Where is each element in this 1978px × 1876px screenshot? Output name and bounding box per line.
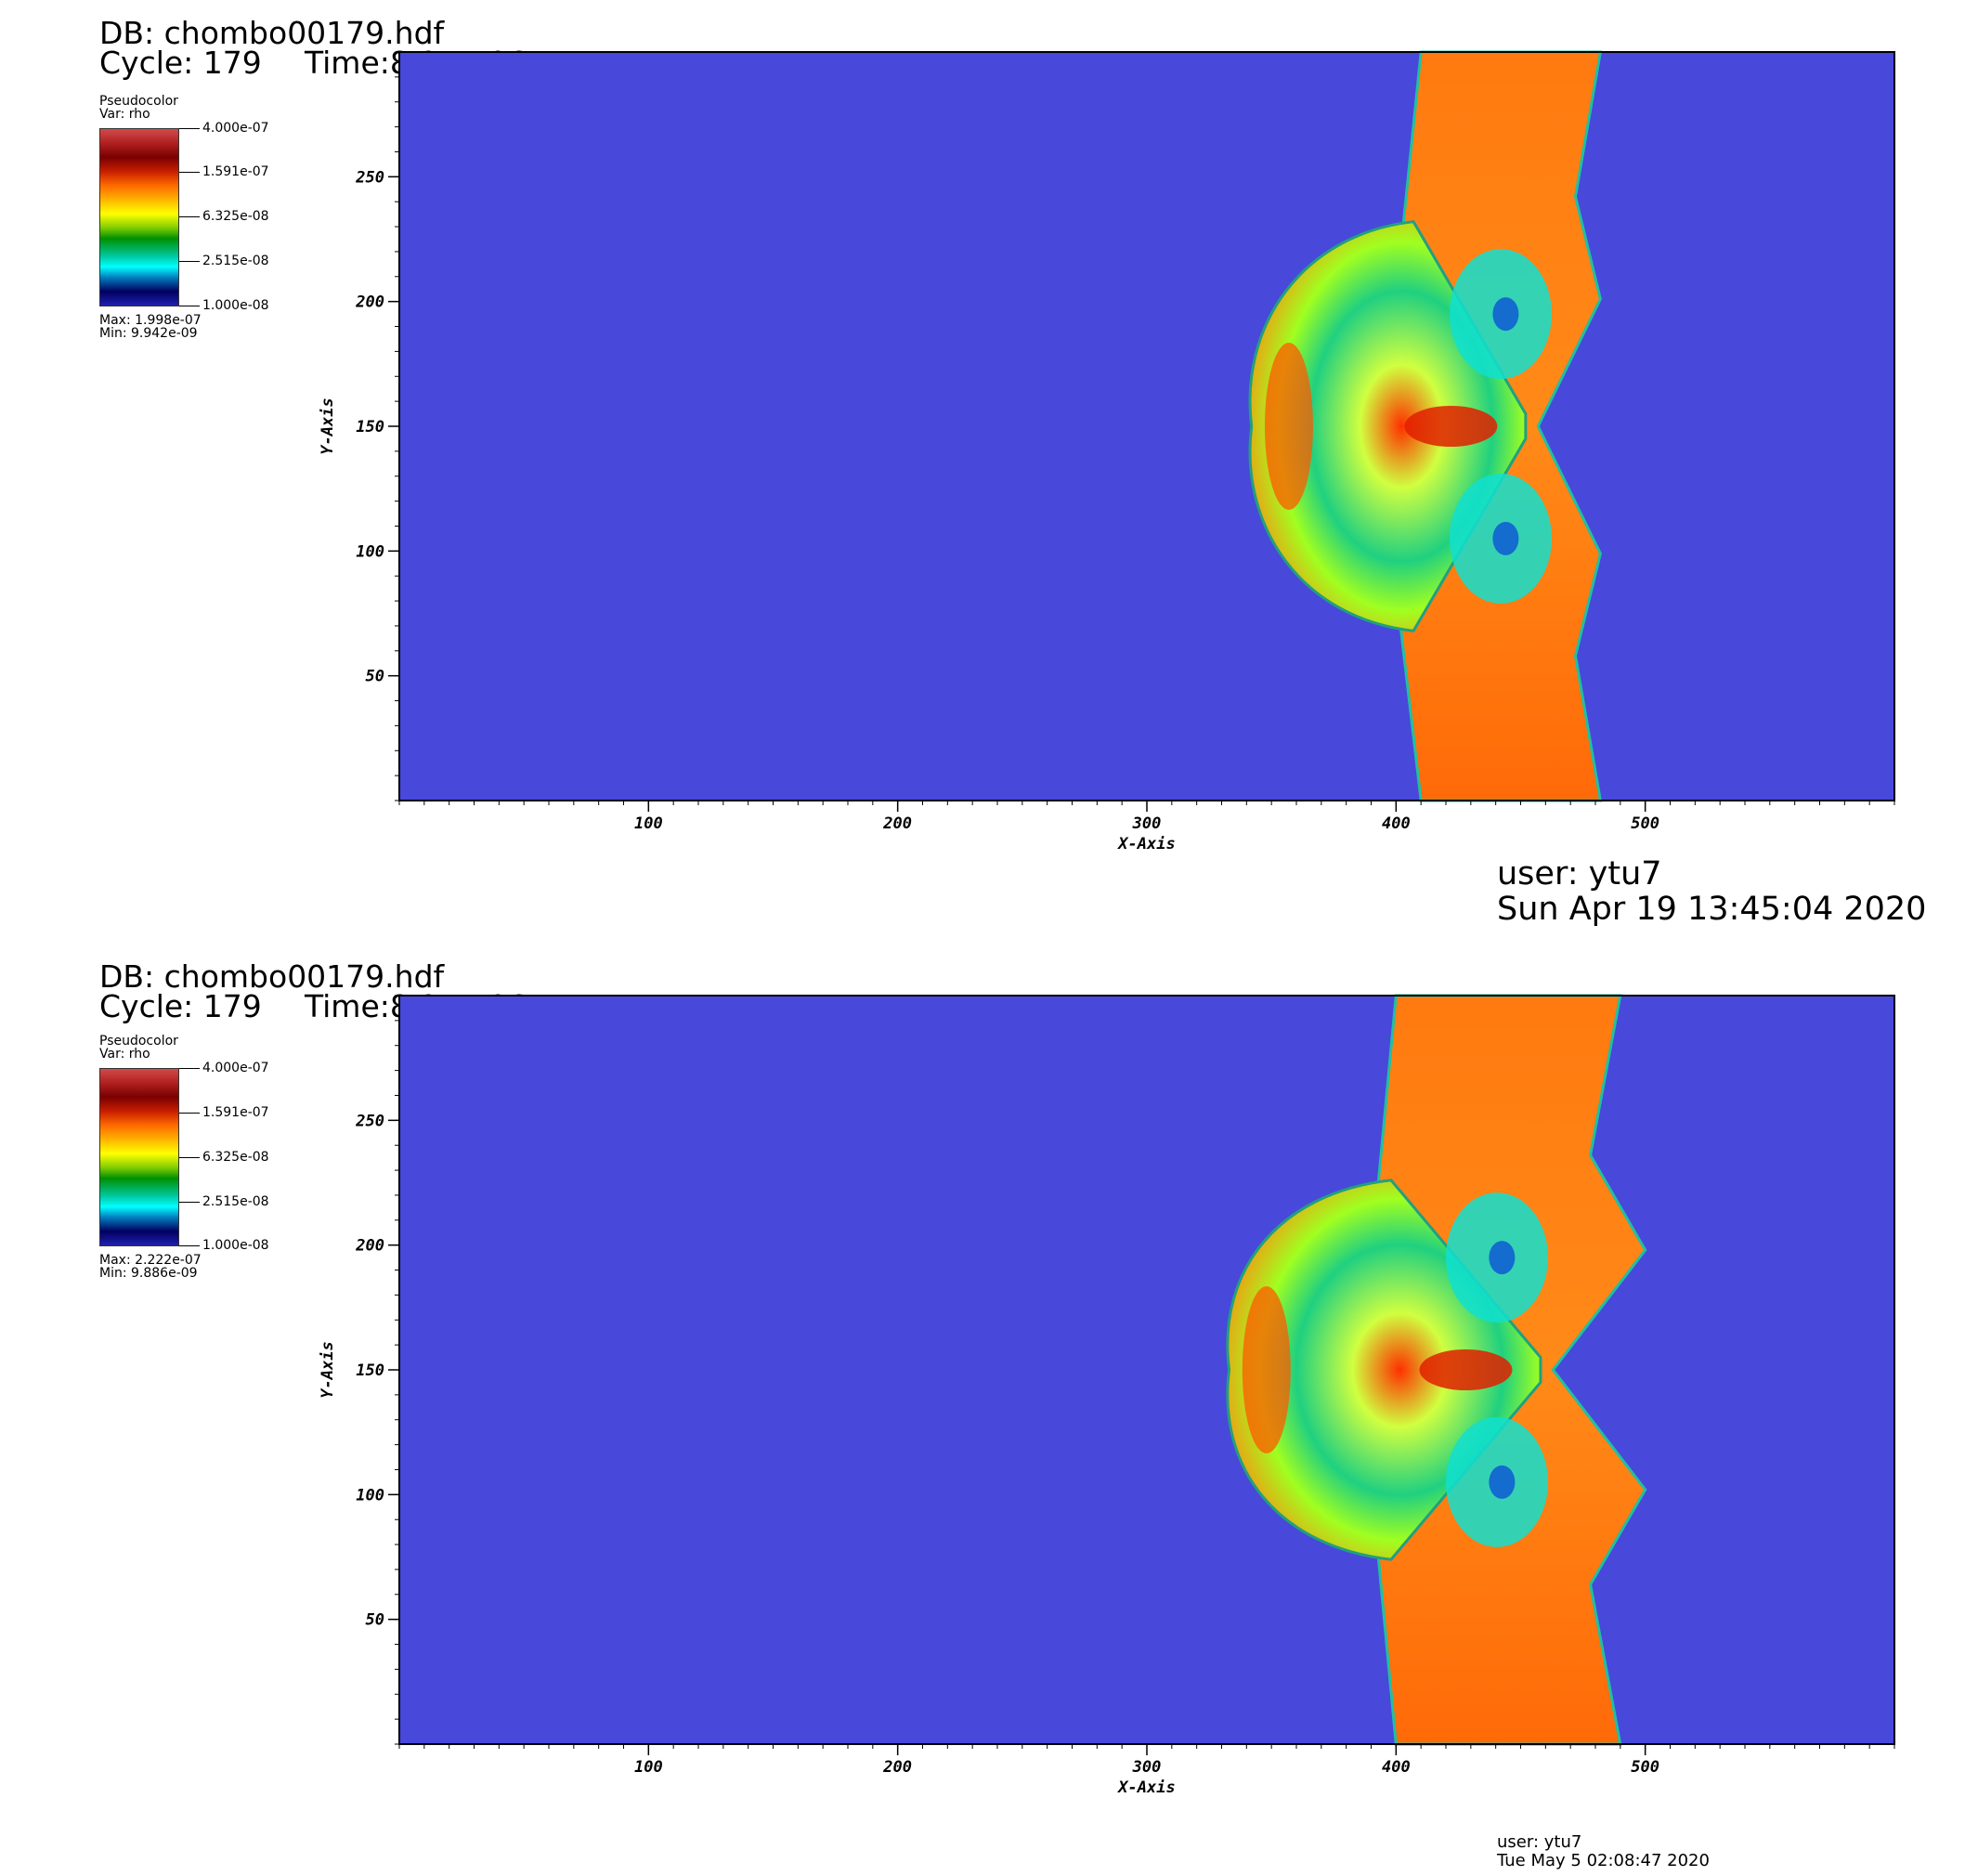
colorbar-tick: [179, 1068, 200, 1069]
y-axis-label: Y-Axis: [319, 1341, 337, 1398]
legend-max: Max: 2.222e-07: [99, 1253, 202, 1268]
pseudocolor-plot: 100 200 300 400 500 50 100 150 200 250 X-Axis Y-Axi…: [319, 994, 1895, 1797]
x-tick-label: 400: [1382, 814, 1411, 833]
colorbar-tick-label: 4.000e-07: [202, 1061, 269, 1075]
x-tick-label: 200: [882, 814, 912, 833]
legend-plot-type: Pseudocolor: [99, 1034, 178, 1049]
minor-ticks: [395, 995, 1895, 1749]
colorbar-tick-label: 6.325e-08: [202, 209, 269, 224]
colorbar-tick: [179, 1245, 200, 1246]
y-tick-label: 200: [355, 1237, 384, 1256]
y-tick-label: 250: [355, 168, 384, 187]
colorbar-tick: [179, 128, 200, 129]
legend-min: Min: 9.886e-09: [99, 1266, 198, 1281]
y-tick-label: 100: [356, 1486, 384, 1505]
colorbar: [99, 128, 179, 306]
colorbar-tick-label: 1.000e-08: [202, 298, 269, 313]
x-tick-label: 100: [634, 814, 663, 833]
colorbar: [99, 1068, 179, 1246]
center-jet: [1404, 406, 1498, 447]
low-density-core-upper: [1492, 297, 1519, 332]
y-tick-label: 150: [356, 1361, 384, 1380]
y-axis-label: Y-Axis: [319, 397, 337, 454]
colorbar-tick: [179, 1113, 200, 1114]
low-density-core-upper: [1489, 1241, 1516, 1275]
footer-user: user: ytu7: [1497, 1832, 1582, 1852]
colorbar-tick-label: 1.591e-07: [202, 1105, 269, 1120]
x-tick-label: 500: [1631, 1758, 1659, 1777]
x-tick-label: 200: [882, 1758, 912, 1777]
x-tick-label: 300: [1132, 814, 1162, 833]
front-dense-layer: [1242, 1286, 1291, 1453]
legend-plot-type: Pseudocolor: [99, 94, 178, 109]
y-tick-label: 100: [356, 542, 384, 561]
front-dense-layer: [1264, 343, 1313, 510]
colorbar-tick: [179, 172, 200, 173]
plot-background: [399, 52, 1894, 801]
visit-panel-2: DB: chombo00179.hdf Cycle: 179 Time:8.95…: [0, 938, 1978, 1876]
db-title: DB: chombo00179.hdf: [99, 15, 445, 51]
low-density-core-lower: [1489, 1465, 1516, 1499]
colorbar-tick-label: 2.515e-08: [202, 1194, 269, 1209]
footer-date: Sun Apr 19 13:45:04 2020: [1497, 891, 1927, 928]
legend-var: Var: rho: [99, 107, 150, 122]
colorbar-tick-label: 2.515e-08: [202, 254, 269, 268]
colorbar-tick: [179, 261, 200, 262]
y-tick-label: 200: [355, 293, 384, 312]
legend-min: Min: 9.942e-09: [99, 326, 198, 341]
x-tick-label: 500: [1631, 814, 1659, 833]
footer-date: Tue May 5 02:08:47 2020: [1497, 1851, 1710, 1870]
db-title: DB: chombo00179.hdf: [99, 958, 445, 995]
colorbar-tick-label: 6.325e-08: [202, 1150, 269, 1165]
y-tick-label: 250: [355, 1112, 384, 1130]
pseudocolor-plot: 100 200 300 400 500 50 100 150 200 250 X-Axis Y-Axi…: [319, 50, 1895, 853]
x-tick-label: 100: [634, 1758, 663, 1777]
colorbar-tick: [179, 1157, 200, 1158]
x-axis-label: X-Axis: [1116, 1778, 1175, 1797]
x-tick-label: 300: [1132, 1758, 1162, 1777]
y-tick-label: 150: [356, 418, 384, 436]
colorbar-tick: [179, 1202, 200, 1203]
cycle-label: Cycle: 179: [99, 45, 262, 81]
colorbar-tick-label: 1.000e-08: [202, 1238, 269, 1253]
colorbar-tick-label: 4.000e-07: [202, 121, 269, 136]
colorbar-tick-label: 1.591e-07: [202, 164, 269, 179]
cycle-label: Cycle: 179: [99, 988, 262, 1024]
legend-var: Var: rho: [99, 1047, 150, 1062]
footer-user: user: ytu7: [1497, 855, 1662, 892]
colorbar-tick: [179, 216, 200, 217]
y-tick-label: 50: [366, 668, 384, 686]
low-density-core-lower: [1492, 521, 1519, 555]
x-axis-label: X-Axis: [1116, 835, 1175, 853]
visit-panel-1: DB: chombo00179.hdf Cycle: 179 Time:8.95…: [99, 15, 1927, 928]
legend-max: Max: 1.998e-07: [99, 313, 202, 328]
center-jet: [1419, 1349, 1513, 1390]
y-tick-label: 50: [366, 1611, 384, 1630]
x-tick-label: 400: [1382, 1758, 1411, 1777]
plot-background: [399, 996, 1894, 1744]
